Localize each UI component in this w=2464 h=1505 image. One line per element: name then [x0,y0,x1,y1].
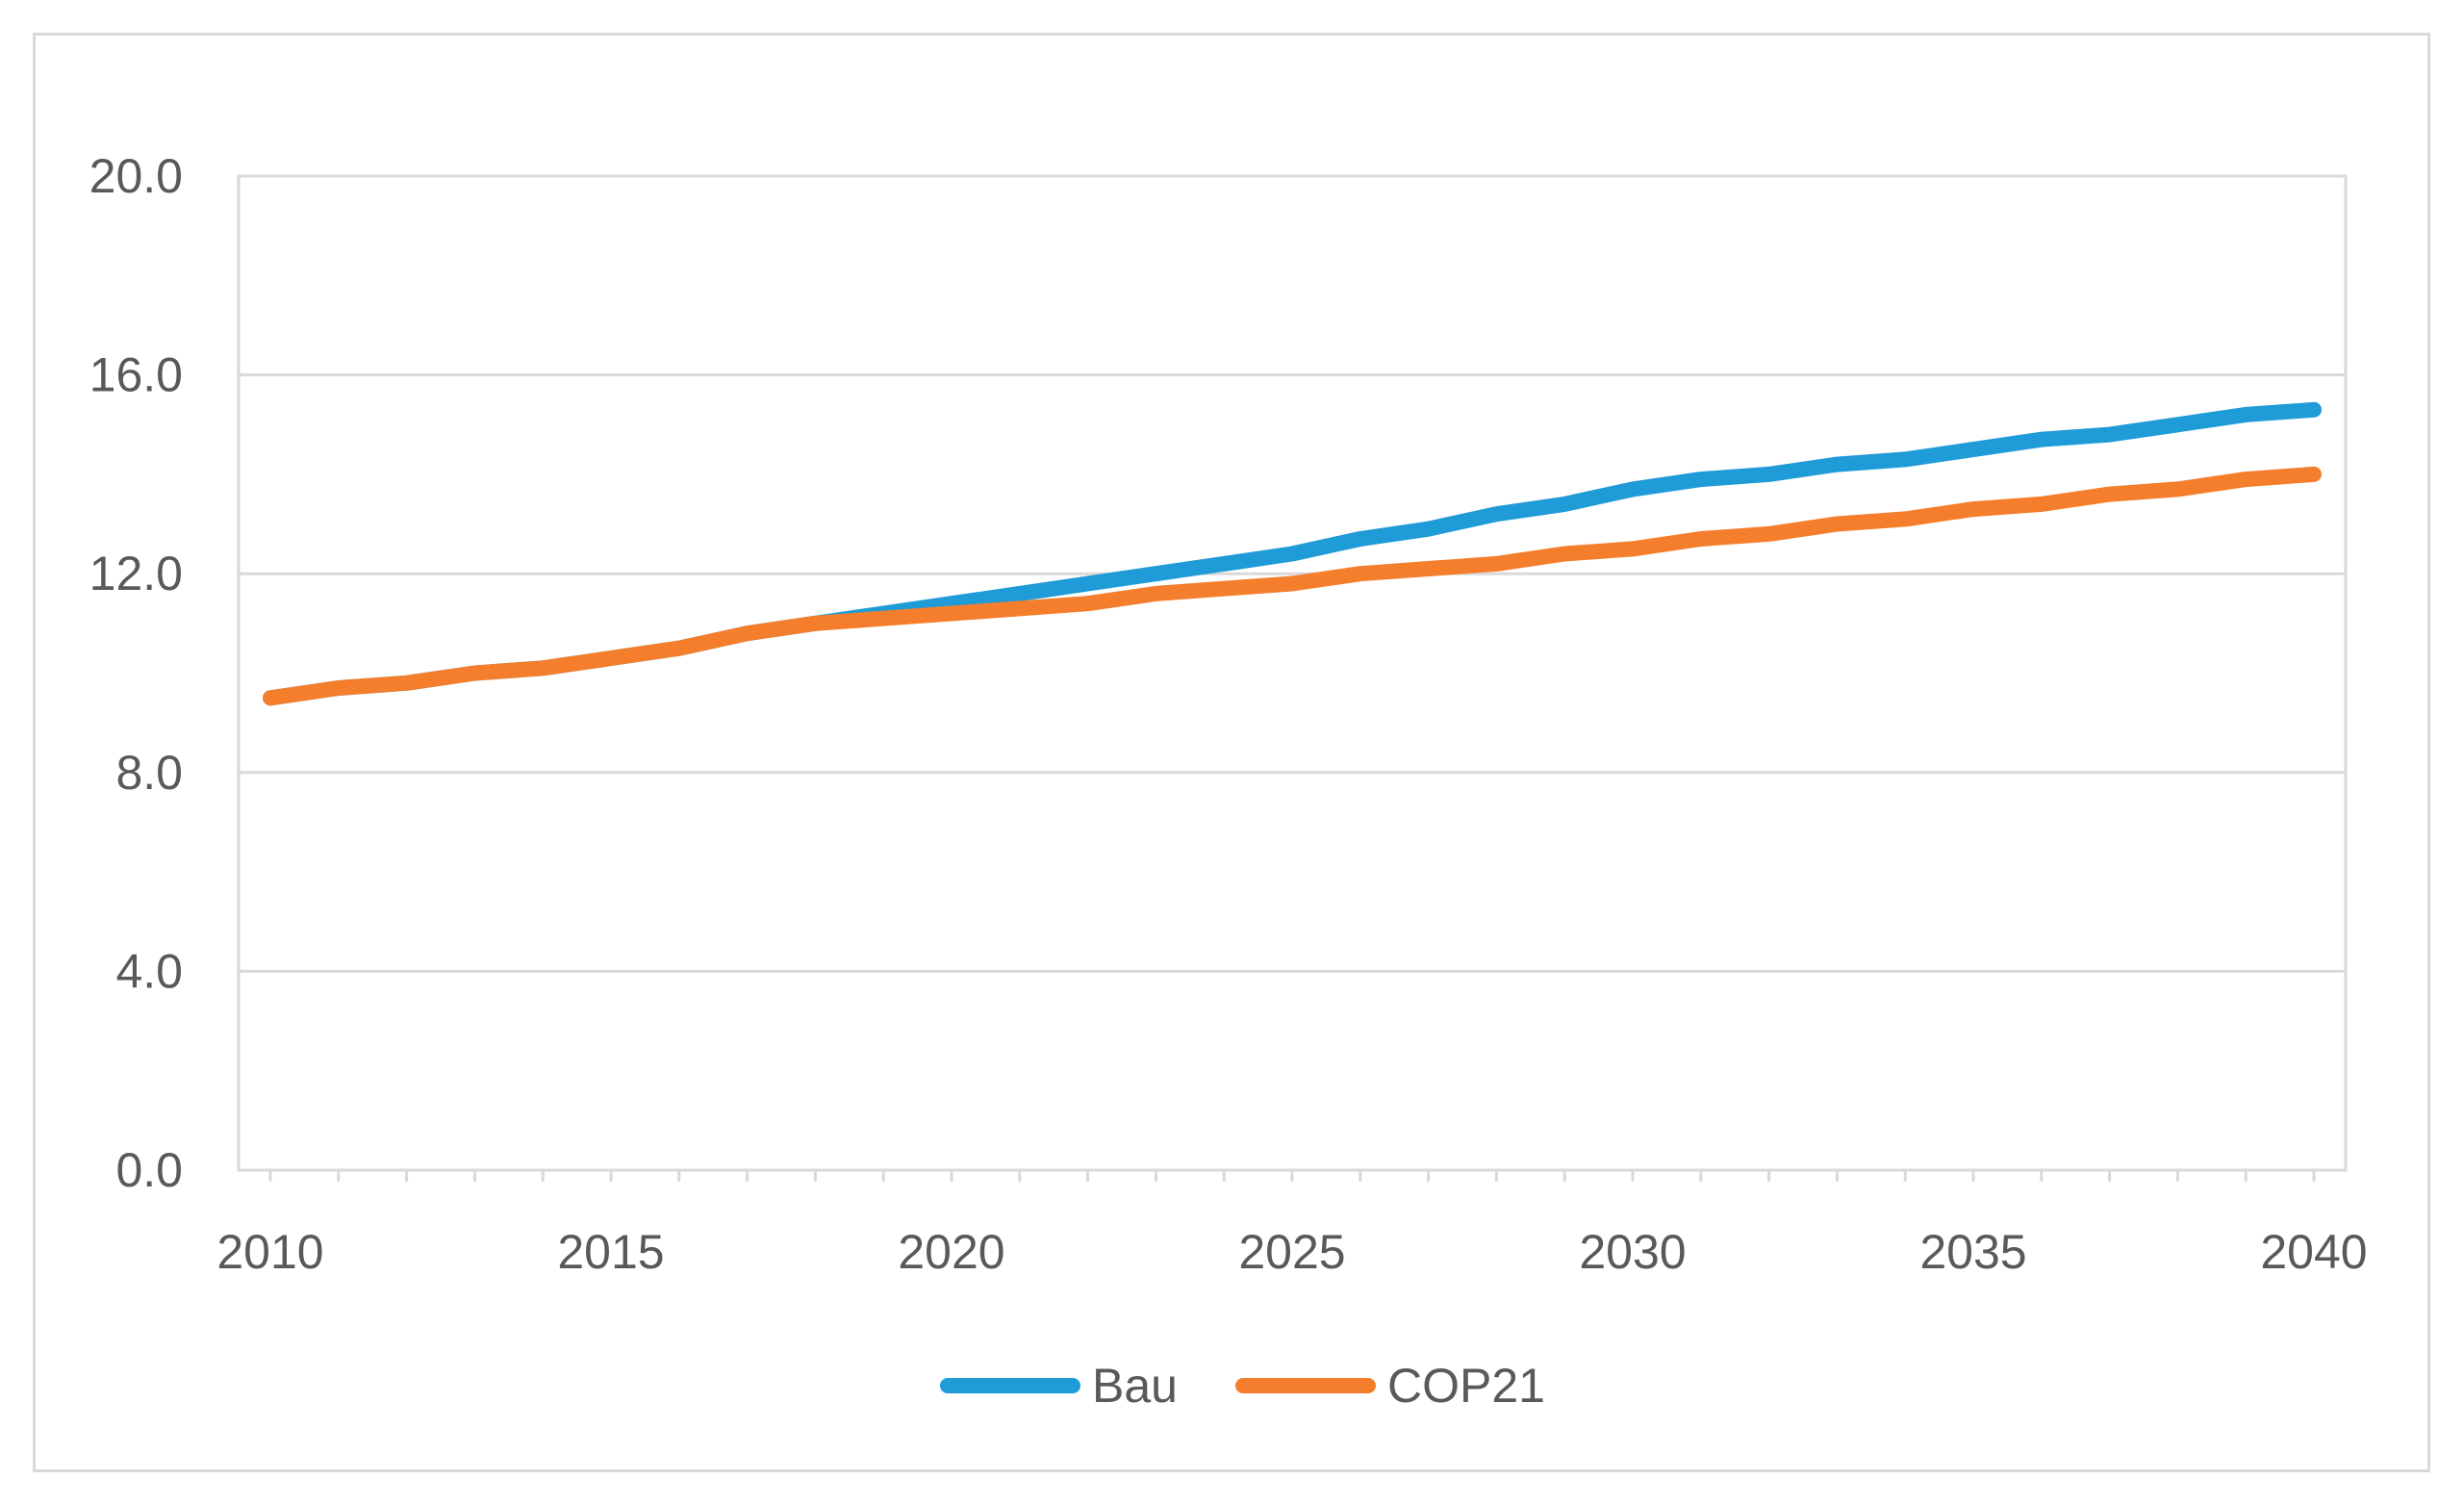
x-axis: 2010 2015 2020 2025 2030 2035 2040 [216,1168,2368,1279]
x-tick-label: 2035 [1919,1225,2026,1279]
x-tick-label: 2040 [2260,1225,2367,1279]
series-line-cop21 [263,466,2322,706]
y-tick-label: 0.0 [115,1143,183,1197]
y-tick-label: 8.0 [115,746,183,800]
chart-frame [33,33,2430,1472]
y-tick-label: 12.0 [89,547,183,600]
gridlines [239,373,2346,973]
y-tick-label: 16.0 [89,348,183,402]
x-tick-label: 2015 [557,1225,664,1279]
legend: Bau COP21 [940,1359,1545,1413]
y-tick-label: 4.0 [115,944,183,998]
legend-label-cop21: COP21 [1387,1359,1545,1413]
y-tick-label: 20.0 [89,149,183,203]
x-tick-label: 2010 [216,1225,323,1279]
series-lines [263,401,2322,706]
x-tick-label: 2025 [1238,1225,1345,1279]
x-tick-label: 2030 [1579,1225,1686,1279]
x-tick-label: 2020 [898,1225,1004,1279]
series-line-bau [263,401,2322,706]
y-axis: 0.0 4.0 8.0 12.0 16.0 20.0 [89,149,183,1197]
legend-label-bau: Bau [1092,1359,1178,1413]
